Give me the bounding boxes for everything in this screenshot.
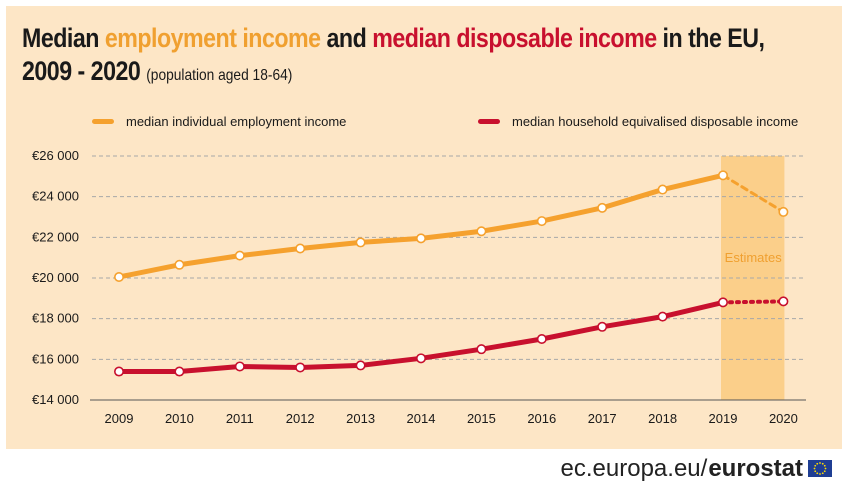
data-point-employment bbox=[536, 216, 547, 227]
x-tick-label: 2009 bbox=[105, 411, 134, 426]
data-point-disposable bbox=[114, 366, 125, 377]
y-tick-label: €24 000 bbox=[32, 189, 79, 204]
data-point-disposable bbox=[476, 344, 487, 355]
y-tick-label: €18 000 bbox=[32, 311, 79, 326]
data-point-employment bbox=[355, 237, 366, 248]
legend-item-employment: median individual employment income bbox=[92, 112, 346, 130]
source-footer: ec.europa.eu/eurostat bbox=[561, 453, 803, 485]
data-point-disposable bbox=[657, 311, 668, 322]
eu-flag-icon bbox=[808, 460, 832, 477]
legend-swatch-disposable bbox=[478, 118, 500, 124]
x-tick-label: 2018 bbox=[648, 411, 677, 426]
x-tick-label: 2020 bbox=[769, 411, 798, 426]
y-tick-label: €20 000 bbox=[32, 270, 79, 285]
data-point-employment bbox=[174, 259, 185, 270]
title-highlight-disposable: median disposable income bbox=[372, 23, 657, 53]
x-tick-label: 2010 bbox=[165, 411, 194, 426]
chart-subtitle: (population aged 18-64) bbox=[146, 67, 293, 84]
x-tick-label: 2013 bbox=[346, 411, 375, 426]
data-point-disposable bbox=[355, 360, 366, 371]
title-period: 2009 - 2020 bbox=[22, 56, 141, 86]
series-estimate-line-employment bbox=[721, 173, 785, 214]
title-highlight-employment: employment income bbox=[104, 23, 321, 53]
y-tick-label: €16 000 bbox=[32, 351, 79, 366]
y-tick-label: €14 000 bbox=[32, 392, 79, 407]
y-tick-label: €22 000 bbox=[32, 229, 79, 244]
x-tick-label: 2015 bbox=[467, 411, 496, 426]
data-point-disposable bbox=[415, 353, 426, 364]
data-point-disposable bbox=[295, 362, 306, 373]
data-point-disposable bbox=[717, 297, 728, 308]
data-point-employment bbox=[114, 271, 125, 282]
legend-swatch-employment bbox=[92, 118, 114, 124]
data-point-employment bbox=[778, 206, 789, 217]
data-point-disposable bbox=[536, 333, 547, 344]
data-point-employment bbox=[597, 202, 608, 213]
data-point-disposable bbox=[597, 321, 608, 332]
chart-title: Median employment income and median disp… bbox=[22, 23, 765, 86]
source-brand: eurostat bbox=[708, 455, 803, 482]
data-point-disposable bbox=[778, 296, 789, 307]
legend-label-disposable: median household equivalised disposable … bbox=[512, 113, 799, 129]
x-tick-label: 2011 bbox=[226, 411, 254, 426]
source-prefix: ec.europa.eu/ bbox=[560, 455, 708, 482]
data-point-employment bbox=[234, 250, 245, 261]
data-point-employment bbox=[415, 233, 426, 244]
data-point-employment bbox=[657, 184, 668, 195]
x-tick-label: 2012 bbox=[286, 411, 315, 426]
data-point-disposable bbox=[234, 361, 245, 372]
data-point-employment bbox=[717, 170, 728, 181]
x-tick-label: 2014 bbox=[407, 411, 436, 426]
data-point-disposable bbox=[174, 366, 185, 377]
chart-panel bbox=[6, 6, 842, 449]
data-point-employment bbox=[476, 226, 487, 237]
legend-label-employment: median individual employment income bbox=[126, 113, 347, 129]
x-tick-label: 2016 bbox=[527, 411, 556, 426]
y-tick-label: €26 000 bbox=[32, 148, 79, 163]
series-estimate-line-disposable bbox=[721, 299, 786, 305]
series-line-employment bbox=[116, 172, 726, 280]
legend-item-disposable: median household equivalised disposable … bbox=[478, 112, 798, 130]
estimates-label: Estimates bbox=[725, 250, 783, 265]
x-tick-label: 2019 bbox=[709, 411, 738, 426]
x-tick-label: 2017 bbox=[588, 411, 617, 426]
data-point-employment bbox=[295, 243, 306, 254]
